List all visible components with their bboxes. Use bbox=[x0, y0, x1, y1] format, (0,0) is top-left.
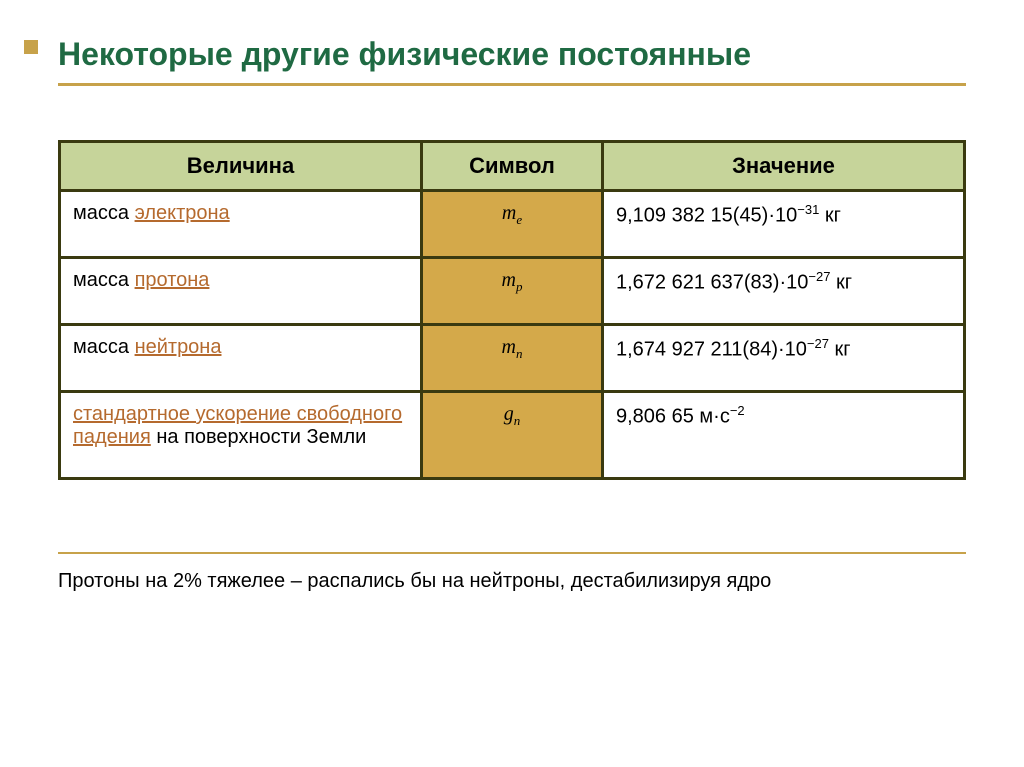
symbol-cell: mp bbox=[422, 258, 603, 325]
symbol-subscript: p bbox=[516, 279, 523, 294]
value-cell: 9,109 382 15(45)·10−31 кг bbox=[603, 191, 965, 258]
value-mantissa: 1,674 927 211(84)·10 bbox=[616, 339, 807, 361]
table-header-row: Величина Символ Значение bbox=[60, 142, 965, 191]
value-exponent: −27 bbox=[808, 269, 830, 284]
slide: Некоторые другие физические постоянные В… bbox=[0, 0, 1024, 767]
quantity-text: масса bbox=[73, 202, 135, 224]
value-unit: кг bbox=[830, 272, 852, 294]
footnote-divider bbox=[58, 552, 966, 554]
header-symbol: Символ bbox=[422, 142, 603, 191]
value-cell: 1,674 927 211(84)·10−27 кг bbox=[603, 325, 965, 392]
value-mantissa: 9,806 65 м·с bbox=[616, 406, 730, 428]
symbol-subscript: n bbox=[516, 346, 523, 361]
symbol-base: m bbox=[502, 202, 516, 224]
title-bullet bbox=[24, 40, 38, 54]
quantity-cell: масса электрона bbox=[60, 191, 422, 258]
table-row: стандартное ускорение свободного падения… bbox=[60, 392, 965, 479]
symbol-base: g bbox=[504, 403, 514, 425]
symbol-base: m bbox=[502, 269, 516, 291]
quantity-text: масса bbox=[73, 336, 135, 358]
header-quantity: Величина bbox=[60, 142, 422, 191]
quantity-cell: масса протона bbox=[60, 258, 422, 325]
quantity-text-tail: на поверхности Земли bbox=[151, 426, 367, 448]
symbol-cell: mn bbox=[422, 325, 603, 392]
quantity-link[interactable]: протона bbox=[135, 269, 210, 291]
quantity-cell: масса нейтрона bbox=[60, 325, 422, 392]
value-exponent: −31 bbox=[797, 202, 819, 217]
table-row: масса нейтронаmn1,674 927 211(84)·10−27 … bbox=[60, 325, 965, 392]
table-row: масса протонаmp1,672 621 637(83)·10−27 к… bbox=[60, 258, 965, 325]
symbol-cell: gn bbox=[422, 392, 603, 479]
value-unit: кг bbox=[819, 205, 841, 227]
symbol-base: m bbox=[502, 336, 516, 358]
symbol-subscript: n bbox=[514, 413, 521, 428]
quantity-text: масса bbox=[73, 269, 135, 291]
quantity-cell: стандартное ускорение свободного падения… bbox=[60, 392, 422, 479]
quantity-link[interactable]: нейтрона bbox=[135, 336, 222, 358]
value-exponent: −27 bbox=[807, 336, 829, 351]
value-mantissa: 9,109 382 15(45)·10 bbox=[616, 205, 797, 227]
value-cell: 9,806 65 м·с−2 bbox=[603, 392, 965, 479]
slide-title: Некоторые другие физические постоянные bbox=[58, 36, 966, 73]
constants-table: Величина Символ Значение масса электрона… bbox=[58, 140, 966, 480]
title-underline bbox=[58, 83, 966, 86]
value-exponent: −2 bbox=[730, 403, 745, 418]
footnote-text: Протоны на 2% тяжелее – распались бы на … bbox=[58, 568, 966, 595]
table-row: масса электронаme9,109 382 15(45)·10−31 … bbox=[60, 191, 965, 258]
value-mantissa: 1,672 621 637(83)·10 bbox=[616, 272, 808, 294]
header-value: Значение bbox=[603, 142, 965, 191]
quantity-link[interactable]: электрона bbox=[135, 202, 230, 224]
value-unit: кг bbox=[829, 339, 851, 361]
symbol-subscript: e bbox=[516, 212, 522, 227]
value-cell: 1,672 621 637(83)·10−27 кг bbox=[603, 258, 965, 325]
symbol-cell: me bbox=[422, 191, 603, 258]
